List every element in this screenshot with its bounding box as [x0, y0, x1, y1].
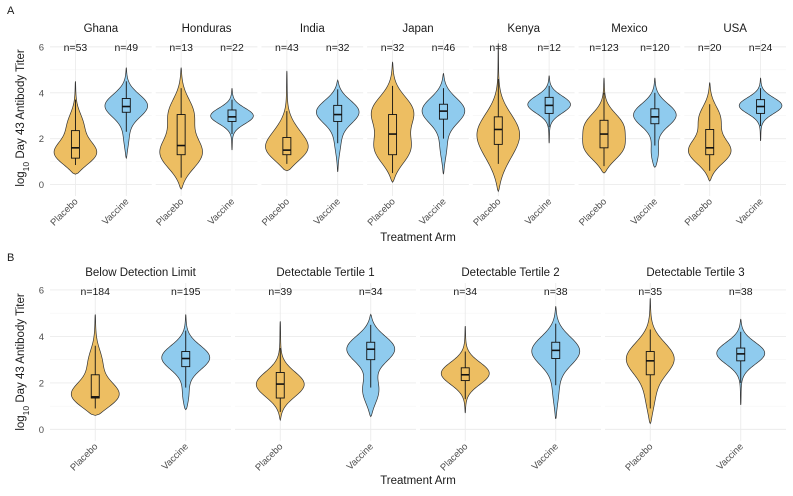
x-tick-label: Placebo	[683, 196, 715, 228]
x-tick-label: Vaccine	[735, 196, 766, 227]
x-tick-label: Vaccine	[417, 196, 448, 227]
x-tick-label: Placebo	[154, 196, 186, 228]
box-vaccine	[121, 98, 131, 113]
x-tick-label: Vaccine	[715, 441, 746, 472]
n-label: n=22	[220, 42, 244, 54]
n-label: n=8	[489, 42, 507, 54]
x-tick-label: Vaccine	[312, 196, 343, 227]
y-axis-title: log10 Day 43 Antibody Titer	[15, 49, 31, 187]
x-tick-label: Placebo	[68, 441, 100, 473]
box-placebo	[90, 374, 100, 399]
x-tick-label: Placebo	[260, 196, 292, 228]
box-placebo	[705, 129, 715, 156]
panel-tag: B	[7, 252, 14, 264]
x-tick-label: Placebo	[366, 196, 398, 228]
panel-tag: A	[7, 5, 15, 17]
box-placebo	[176, 114, 186, 156]
n-label: n=195	[171, 286, 201, 298]
facet-below-detection-limit: Below Detection Limit n=184 Placebo n=195 Va…	[50, 267, 231, 473]
facet-title: Ghana	[84, 23, 119, 35]
y-tick-label: 6	[39, 42, 44, 53]
facet-detectable-tertile-1: Detectable Tertile 1 n=39 Placebo n=34 Vacci…	[235, 267, 416, 473]
x-tick-label: Placebo	[253, 441, 285, 473]
x-tick-label: Vaccine	[530, 441, 561, 472]
x-tick-label: Placebo	[577, 196, 609, 228]
y-tick-label: 6	[39, 285, 44, 296]
facet-detectable-tertile-2: Detectable Tertile 2 n=34 Placebo n=38 Vacci…	[420, 267, 601, 473]
n-label: n=13	[169, 42, 193, 54]
n-label: n=20	[698, 42, 722, 54]
n-label: n=12	[537, 42, 561, 54]
x-tick-label: Vaccine	[100, 196, 131, 227]
facet-ghana: Ghana n=53 Placebo n=49 Vaccine	[48, 23, 152, 228]
x-axis-title: Treatment Arm	[380, 232, 456, 244]
facet-japan: Japan n=32 Placebo n=46 Vaccine	[366, 23, 469, 228]
facet-mexico: Mexico n=123 Placebo n=120 Vaccine	[577, 23, 681, 228]
facet-title: Detectable Tertile 3	[646, 267, 744, 279]
x-tick-label: Vaccine	[523, 196, 554, 227]
n-label: n=184	[81, 286, 111, 298]
x-tick-label: Placebo	[623, 441, 655, 473]
facet-title: Mexico	[611, 23, 647, 35]
y-tick-label: 0	[39, 425, 44, 436]
n-label: n=39	[268, 286, 292, 298]
y-tick-label: 2	[39, 378, 44, 389]
n-label: n=24	[749, 42, 773, 54]
facet-title: Detectable Tertile 1	[276, 267, 374, 279]
facet-title: Kenya	[507, 23, 540, 35]
n-label: n=32	[326, 42, 350, 54]
x-tick-label: Vaccine	[629, 196, 660, 227]
n-label: n=120	[640, 42, 670, 54]
x-tick-label: Vaccine	[160, 441, 191, 472]
n-label: n=46	[432, 42, 456, 54]
n-label: n=34	[359, 286, 383, 298]
y-tick-label: 4	[39, 332, 44, 343]
x-tick-label: Placebo	[48, 196, 80, 228]
y-tick-label: 0	[39, 180, 44, 191]
x-tick-label: Vaccine	[345, 441, 376, 472]
box-vaccine	[333, 104, 343, 122]
facet-title: Honduras	[182, 23, 232, 35]
x-tick-label: Placebo	[471, 196, 503, 228]
box-placebo	[275, 372, 285, 399]
n-label: n=38	[544, 286, 568, 298]
n-label: n=35	[638, 286, 662, 298]
y-tick-label: 2	[39, 134, 44, 145]
x-axis-title: Treatment Arm	[380, 475, 456, 487]
n-label: n=53	[64, 42, 88, 54]
facet-honduras: Honduras n=13 Placebo n=22 Vaccine	[154, 23, 258, 228]
n-label: n=49	[114, 42, 138, 54]
facet-detectable-tertile-3: Detectable Tertile 3 n=35 Placebo n=38 Vacci…	[605, 267, 786, 473]
box-vaccine	[366, 341, 376, 361]
box-placebo	[282, 137, 292, 156]
n-label: n=34	[453, 286, 477, 298]
box-placebo	[70, 130, 80, 159]
n-label: n=32	[381, 42, 405, 54]
n-label: n=123	[589, 42, 619, 54]
y-tick-label: 4	[39, 88, 44, 99]
y-axis-title: log10 Day 43 Antibody Titer	[15, 293, 31, 431]
x-tick-label: Vaccine	[206, 196, 237, 227]
box-placebo	[645, 351, 655, 376]
n-label: n=38	[729, 286, 753, 298]
facet-title: Detectable Tertile 2	[461, 267, 559, 279]
facet-title: India	[300, 23, 326, 35]
facet-title: USA	[723, 23, 747, 35]
x-tick-label: Placebo	[438, 441, 470, 473]
n-label: n=43	[275, 42, 299, 54]
facet-title: Japan	[402, 23, 433, 35]
box-vaccine	[227, 109, 237, 122]
box-placebo	[493, 116, 503, 145]
facet-title: Below Detection Limit	[85, 267, 196, 279]
